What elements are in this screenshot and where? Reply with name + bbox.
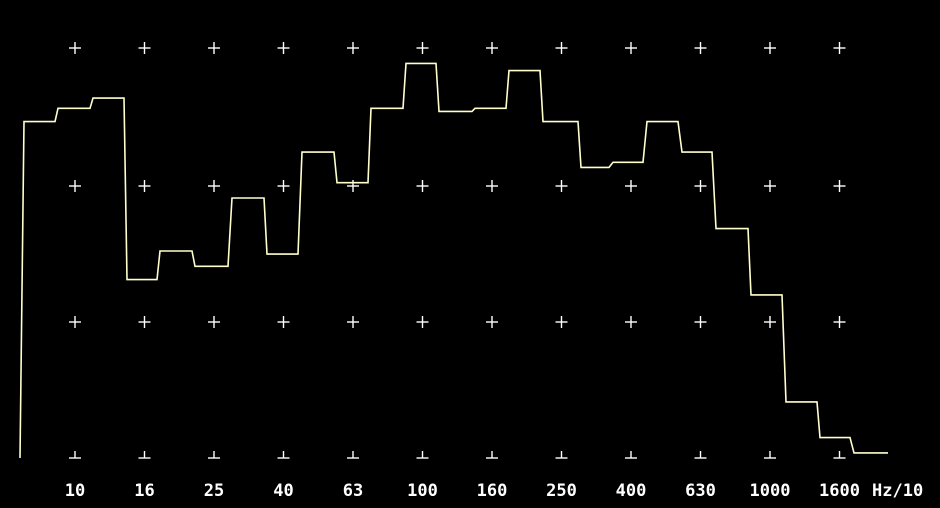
x-tick-label: 16 (134, 481, 154, 501)
baseline-tick (694, 451, 707, 459)
baseline-tick (486, 451, 498, 459)
grid-markers (69, 42, 846, 459)
baseline-tick (208, 451, 220, 459)
grid-cross (69, 42, 81, 54)
x-tick-label: 10 (65, 481, 85, 501)
spectrum-curve (19, 62, 888, 459)
grid-cross (625, 42, 637, 54)
x-axis-labels: 10 16 25 40 63 100 160 250 400 630 1000 1600 (65, 481, 860, 501)
grid-cross (277, 42, 290, 54)
baseline-tick (555, 451, 568, 459)
grid-cross (208, 180, 220, 192)
x-tick-label: 160 (477, 481, 508, 501)
grid-cross (764, 42, 776, 54)
grid-cross (555, 316, 568, 328)
baseline-tick (764, 451, 776, 459)
x-tick-label: 250 (546, 481, 577, 501)
baseline-tick (347, 451, 359, 459)
grid-cross (833, 42, 846, 54)
grid-cross (764, 316, 776, 328)
grid-cross (69, 180, 81, 192)
grid-cross (138, 316, 151, 328)
x-tick-label: 40 (273, 481, 293, 501)
grid-cross (625, 316, 637, 328)
grid-cross (833, 180, 846, 192)
x-tick-label: 100 (407, 481, 438, 501)
grid-cross (694, 180, 707, 192)
grid-cross (416, 42, 429, 54)
baseline-tick (138, 451, 151, 459)
grid-cross (416, 316, 429, 328)
grid-cross (138, 180, 151, 192)
grid-cross (208, 42, 220, 54)
grid-cross (694, 42, 707, 54)
spectrum-curve-layer (19, 62, 888, 459)
baseline-tick (277, 451, 290, 459)
grid-cross (69, 316, 81, 328)
grid-cross (347, 42, 359, 54)
baseline-tick (833, 451, 846, 459)
x-tick-label: 63 (343, 481, 363, 501)
x-tick-label: 400 (616, 481, 647, 501)
baseline-tick (69, 451, 81, 459)
grid-cross (347, 180, 359, 192)
grid-cross (486, 316, 498, 328)
x-tick-label: 25 (204, 481, 224, 501)
grid-cross (764, 180, 776, 192)
grid-cross (208, 316, 220, 328)
grid-cross (277, 316, 290, 328)
grid-cross (138, 42, 151, 54)
baseline-tick (416, 451, 429, 459)
grid-cross (416, 180, 429, 192)
grid-cross (625, 180, 637, 192)
grid-cross (555, 180, 568, 192)
grid-cross (555, 42, 568, 54)
x-tick-label: 1600 (819, 481, 860, 501)
grid-cross (277, 180, 290, 192)
grid-cross (833, 316, 846, 328)
grid-cross (486, 180, 498, 192)
grid-cross (694, 316, 707, 328)
grid-cross (486, 42, 498, 54)
x-tick-label: 630 (685, 481, 716, 501)
x-tick-label: 1000 (750, 481, 791, 501)
grid-cross (347, 316, 359, 328)
baseline-tick (625, 451, 637, 459)
x-axis-unit-label: Hz/10 (872, 481, 923, 501)
